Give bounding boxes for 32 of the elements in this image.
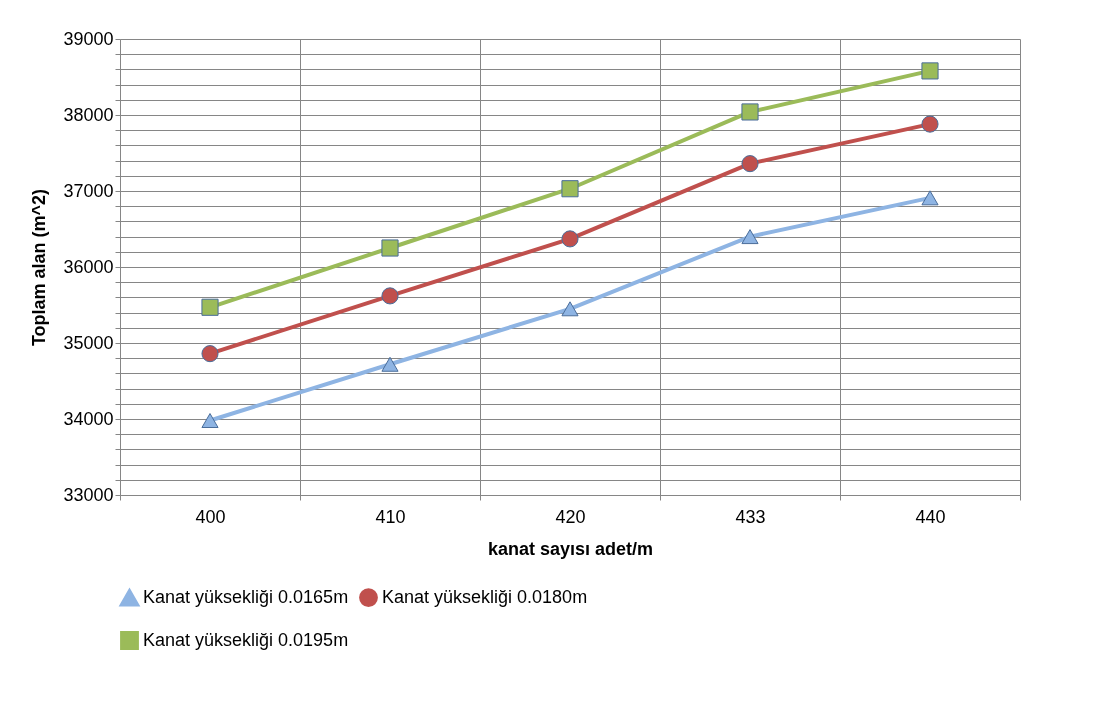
point [381,287,399,305]
point [741,155,759,173]
legend-label: Kanat yüksekliği 0.0180m [382,586,588,607]
point [921,190,939,206]
point [741,103,759,121]
y-tick-label: 34000 [63,408,114,429]
point [201,345,219,363]
y-tick-label: 36000 [63,256,114,277]
y-tick-label: 37000 [63,180,114,201]
point [921,115,939,133]
y-axis-title: Toplam alan (m^2) [29,188,50,347]
y-tick-label: 35000 [63,332,114,353]
point [201,413,219,428]
point [201,298,219,316]
x-tick-label: 440 [915,506,946,527]
point [381,356,399,372]
point [561,230,579,248]
y-tick-label: 38000 [63,104,114,125]
point [561,180,579,198]
legend-label: Kanat yüksekliği 0.0165m [143,587,349,608]
y-tick-label: 39000 [63,28,114,49]
point [921,62,939,80]
point [741,229,759,245]
legend-label: Kanat yüksekliği 0.0195m [143,629,349,650]
x-tick-label: 400 [195,506,226,527]
point [561,301,579,317]
x-tick-label: 433 [735,506,766,527]
x-axis-title: kanat sayısı adet/m [487,538,654,559]
x-tick-label: 410 [375,506,406,527]
y-tick-label: 33000 [63,484,114,505]
point [381,239,399,257]
x-tick-label: 420 [555,506,586,527]
